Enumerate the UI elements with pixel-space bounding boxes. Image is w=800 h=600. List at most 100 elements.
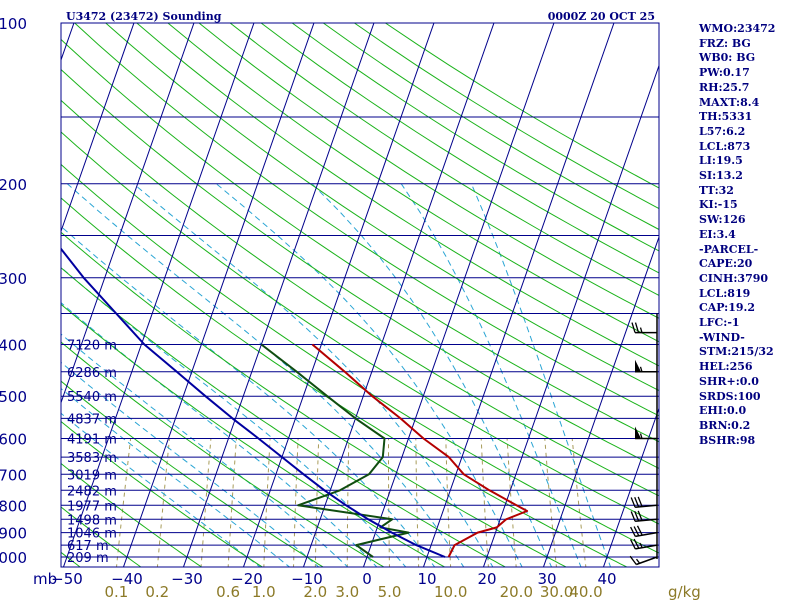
mixing-ratio-label: 5.0: [378, 583, 402, 600]
temperature-tick-label: −40: [111, 570, 143, 588]
index-line: HEL:256: [699, 360, 753, 374]
moist-adiabat: [61, 361, 320, 567]
dry-adiabat: [61, 163, 659, 554]
dry-adiabat: [74, 23, 659, 417]
index-line: KI:-15: [699, 198, 738, 212]
dry-adiabat: [229, 23, 659, 296]
stability-indices-panel: WMO:23472 FRZ: BG WB0: BG PW:0.17 RH:25.7 MAX…: [699, 22, 799, 448]
height-label: 4191 m: [67, 433, 117, 448]
height-label: 5540 m: [67, 390, 117, 405]
wind-barb-shaft: [635, 518, 658, 522]
dry-adiabat: [61, 197, 628, 567]
height-label: 209 m: [67, 551, 109, 566]
mixing-ratio-line: [156, 438, 170, 567]
height-label: 6286 m: [67, 366, 117, 381]
wind-barb-feather: [630, 497, 636, 508]
mixing-ratio-line: [415, 438, 420, 567]
wind-barb-flag: [635, 359, 641, 372]
mixing-ratio-label: 3.0: [335, 583, 359, 600]
index-line: -PARCEL-: [699, 242, 759, 256]
index-line: LCL:819: [699, 286, 751, 300]
wind-barb-feather: [630, 526, 636, 537]
moist-adiabat: [66, 183, 465, 567]
wind-barb-feather: [629, 555, 637, 565]
mixing-ratio-line: [116, 438, 132, 567]
isotherm: [61, 23, 135, 233]
dry-adiabat: [61, 38, 659, 443]
pressure-unit-label: mb: [33, 570, 57, 588]
index-line: SHR+:0.0: [699, 374, 759, 388]
index-line: SRDS:100: [699, 389, 761, 403]
index-line: BRN:0.2: [699, 418, 751, 432]
mixing-ratio-line: [346, 438, 350, 567]
isotherm: [602, 406, 659, 567]
dry-adiabat: [61, 303, 446, 567]
height-label: 3019 m: [67, 468, 117, 483]
mixing-ratio-label: 40.0: [569, 583, 602, 600]
isotherm: [482, 64, 659, 567]
index-line: MAXT:8.4: [699, 95, 760, 109]
axis-labels: 10020030040050060070080090010007120 m628…: [0, 15, 701, 600]
isotherm: [122, 23, 315, 567]
wind-barb-shaft: [635, 531, 658, 538]
dry-adiabat: [61, 462, 203, 567]
index-line: WMO:23472: [699, 22, 776, 35]
temperature-tick-label: −20: [231, 570, 263, 588]
isotherm: [62, 23, 255, 567]
mixing-ratio-line: [544, 438, 557, 567]
height-label: 3583 m: [67, 451, 117, 466]
mixing-ratio-label: 10.0: [434, 583, 467, 600]
dry-adiabat: [61, 131, 659, 525]
pressure-tick-label: 400: [0, 337, 27, 355]
mixing-ratio-label: 2.0: [303, 583, 327, 600]
index-line: CINH:3790: [699, 271, 769, 285]
index-line: FRZ: BG: [699, 36, 751, 50]
isotherm: [242, 23, 435, 567]
index-line: WB0: BG: [699, 51, 756, 65]
mixing-ratio-label: 1.0: [252, 583, 276, 600]
moist-adiabat: [61, 412, 261, 567]
mixing-ratio-line: [314, 438, 320, 567]
pressure-tick-label: 1000: [0, 549, 27, 567]
dry-adiabat: [291, 23, 659, 252]
index-line: EHI:0.0: [699, 404, 747, 418]
temperature-tick-label: 30: [537, 570, 556, 588]
index-line: LCL:873: [699, 139, 751, 153]
pressure-tick-label: 100: [0, 15, 27, 33]
temperature-tick-label: 20: [477, 570, 496, 588]
isotherm: [542, 235, 659, 567]
height-label: 2482 m: [67, 484, 117, 499]
pressure-tick-label: 900: [0, 525, 27, 543]
wind-barb-feather: [631, 322, 636, 333]
isotherm: [182, 23, 375, 567]
wind-barb-half-feather: [639, 366, 643, 372]
temperature-tick-label: −30: [171, 570, 203, 588]
dry-adiabat: [61, 380, 325, 567]
wind-barb-half-feather: [639, 542, 643, 548]
chart-title: U3472 (23472) Sounding: [66, 10, 222, 23]
index-line: TT:32: [699, 183, 734, 197]
dry-adiabat: [260, 23, 659, 274]
dry-adiabat: [61, 420, 264, 567]
temperature-tick-label: 0: [362, 570, 372, 588]
wind-barb-half-feather: [639, 433, 643, 439]
wind-barb-shaft: [636, 556, 658, 566]
plot-frame: [60, 22, 660, 568]
pressure-tick-label: 800: [0, 497, 27, 515]
moist-adiabat: [470, 183, 612, 567]
dry-adiabat: [198, 23, 659, 319]
dry-adiabat: [61, 506, 142, 567]
index-line: TH:5331: [699, 110, 753, 124]
mixing-ratio-line: [388, 438, 390, 567]
dry-adiabat: [61, 231, 568, 567]
temperature-tick-label: −50: [51, 570, 83, 588]
wind-barb-half-feather: [635, 558, 641, 564]
mixing-ratio-label: 30.0: [540, 583, 573, 600]
dry-adiabat: [105, 23, 659, 392]
dry-adiabat: [61, 267, 507, 567]
index-line: BSHR:98: [699, 433, 756, 447]
index-line: PW:0.17: [699, 66, 750, 80]
moist-adiabat: [61, 387, 291, 567]
index-line: EI:3.4: [699, 227, 736, 241]
